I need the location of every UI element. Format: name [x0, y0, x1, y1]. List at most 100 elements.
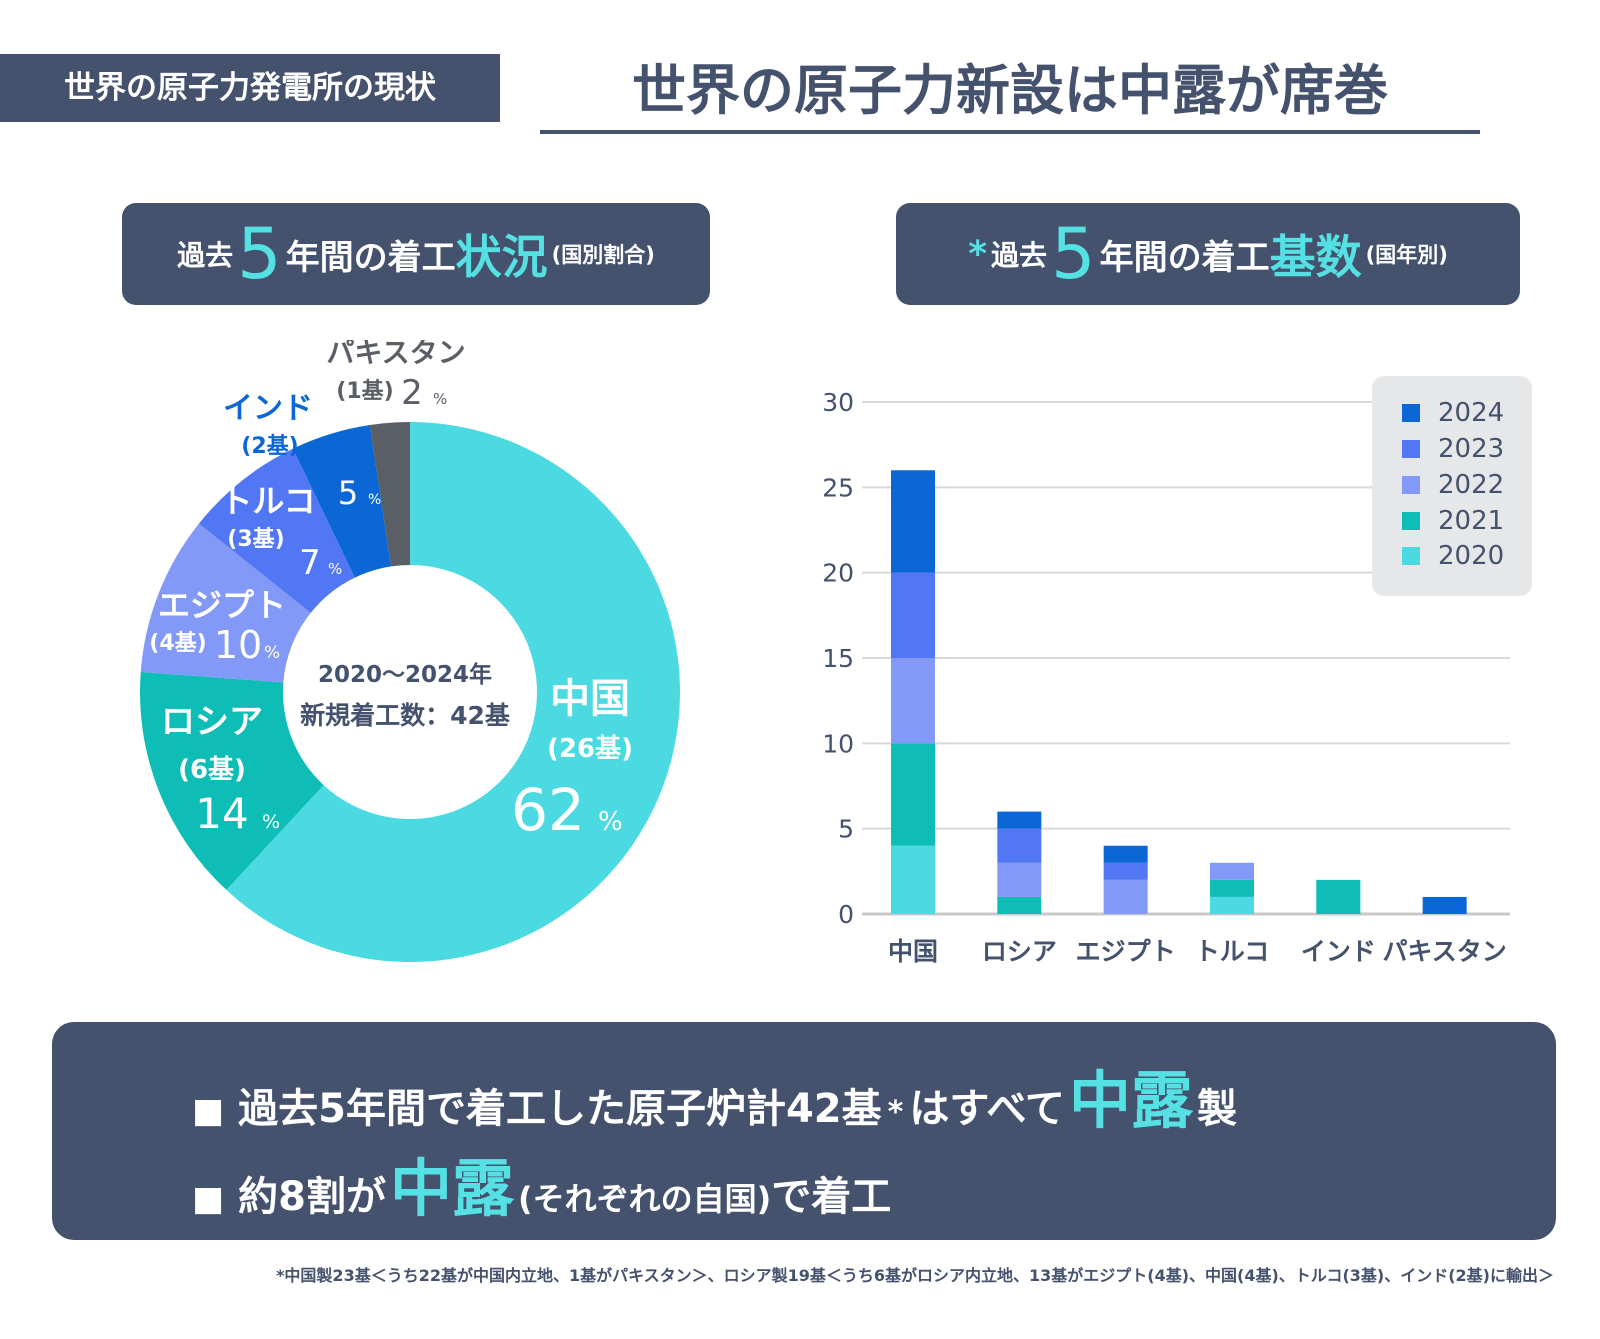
slice-count-label: (3基) [227, 527, 284, 552]
slice-percent-label: 5 [338, 474, 358, 512]
summary1-star: * [887, 1095, 904, 1130]
x-tick-label: エジプト [1076, 937, 1176, 966]
x-tick-label: トルコ [1195, 937, 1270, 966]
x-tick-label: インド [1301, 937, 1376, 966]
pie-title-num: 5 [237, 213, 282, 295]
legend-item-2022: 2022 [1402, 470, 1504, 500]
legend-item-2024: 2024 [1402, 398, 1504, 428]
donut-slice [140, 523, 311, 683]
y-tick-label: 0 [838, 900, 854, 929]
bullet: ■ [192, 1091, 225, 1131]
slice-percent-label: 62 [511, 776, 585, 844]
bar-segment [1103, 879, 1148, 914]
summary-line-1: ■ 過去5年間で着工した原子炉計42基 * はすべて 中露 製 [192, 1050, 1237, 1140]
legend-label: 2020 [1438, 541, 1505, 571]
legend-label: 2021 [1438, 506, 1505, 536]
slice-count-label: (6基) [178, 755, 246, 785]
slice-percent-unit: % [328, 560, 342, 578]
bar-segment [891, 743, 935, 846]
header-tag: 世界の原子力発電所の現状 [0, 54, 500, 122]
slice-count-label: (4基) [149, 631, 206, 656]
legend-label: 2022 [1438, 470, 1505, 500]
slice-percent-label: 2 [401, 373, 423, 413]
donut-center-line2: 新規着工数：42基 [300, 701, 510, 730]
bar-segment [1422, 896, 1467, 914]
bar-segment [997, 862, 1042, 897]
bar-segment [891, 470, 935, 573]
slice-percent-label: 14 [195, 789, 248, 838]
bar-legend: 2024 2023 2022 2021 2020 [1372, 376, 1532, 596]
legend-swatch [1402, 440, 1420, 458]
slice-percent-label: 7 [299, 543, 321, 583]
y-tick-label: 10 [822, 729, 854, 758]
pie-title-sub: (国別割合) [551, 243, 655, 267]
bar-segment [891, 572, 935, 658]
legend-swatch [1402, 476, 1420, 494]
legend-label: 2023 [1438, 434, 1505, 464]
legend-item-2023: 2023 [1402, 434, 1504, 464]
slice-name-label: ロシア [161, 702, 263, 742]
slice-name-label: トルコ [220, 482, 315, 520]
bar-segment [997, 896, 1042, 914]
summary-box: ■ 過去5年間で着工した原子炉計42基 * はすべて 中露 製 ■ 約8割が 中… [52, 1022, 1556, 1240]
donut-slice [226, 422, 680, 963]
slice-percent-unit: % [598, 807, 623, 837]
donut-slice [369, 422, 410, 567]
legend-item-2020: 2020 [1402, 541, 1504, 571]
bar-panel-title: * 過去 5 年間の着工 基数 (国年別) [896, 203, 1520, 305]
slice-count-label: (26基) [547, 734, 633, 764]
bar-segment [891, 845, 935, 914]
headline: 世界の原子力新設は中露が席巻 [540, 52, 1480, 134]
summary1-text-a: 過去5年間で着工した原子炉計42基 [238, 1086, 882, 1132]
bar-title-star: * [968, 233, 988, 275]
bar-title-num: 5 [1051, 213, 1096, 295]
slice-count-label: (2基) [241, 434, 298, 459]
legend-swatch [1402, 547, 1420, 565]
slice-percent-unit: % [264, 643, 280, 663]
donut-slice [292, 425, 392, 578]
y-tick-label: 25 [822, 473, 854, 502]
bullet: ■ [192, 1179, 225, 1219]
legend-swatch [1402, 404, 1420, 422]
summary2-text-b: で着工 [771, 1174, 892, 1220]
bar-segment [1316, 879, 1361, 914]
slice-percent-label: 10 [214, 623, 262, 667]
stacked-bar-chart: 0 5 10 15 20 25 30 中国 ロシア エジプト トルコ インド パキスタン [822, 388, 1510, 966]
slice-count-label: (1基) [336, 379, 393, 404]
pie-title-mid: 年間の着工 [285, 237, 456, 278]
summary2-paren: (それぞれの自国) [517, 1180, 772, 1218]
legend-item-2021: 2021 [1402, 506, 1504, 536]
bar-segment [1210, 896, 1254, 914]
bar-segment [1210, 879, 1254, 897]
y-tick-label: 5 [838, 815, 854, 844]
x-tick-label: 中国 [888, 937, 938, 966]
donut-slice [198, 448, 355, 613]
y-tick-label: 20 [822, 559, 854, 588]
slice-percent-unit: % [433, 390, 447, 408]
bar-title-accent: 基数 [1269, 230, 1362, 284]
slice-name-label: インド [223, 391, 313, 426]
y-tick-label: 30 [822, 388, 854, 417]
donut-chart: 中国 (26基) 62 % ロシア (6基) 14 % エジプト (4基) 10 % トルコ (3基) 7%… [140, 340, 680, 963]
x-tick-label: ロシア [982, 937, 1057, 966]
bar-segment [1210, 862, 1254, 880]
slice-name-label: パキスタン [326, 340, 465, 369]
bar-segment [1103, 862, 1148, 880]
pie-title-pre: 過去 [177, 239, 234, 272]
bar-segment [891, 658, 935, 744]
donut-center-line1: 2020～2024年 [318, 661, 492, 688]
pie-panel-title: 過去 5 年間の着工 状況 (国別割合) [122, 203, 710, 305]
bar-segment [997, 828, 1042, 863]
legend-label: 2024 [1438, 398, 1505, 428]
footnote: *中国製23基＜うち22基が中国内立地、1基がパキスタン＞、ロシア製19基＜うち… [276, 1266, 1554, 1285]
slice-percent-unit: % [368, 492, 381, 508]
y-tick-label: 15 [822, 644, 854, 673]
x-tick-label: パキスタン [1383, 937, 1507, 966]
donut-slice [140, 671, 324, 890]
summary1-text-b: はすべて [909, 1086, 1065, 1132]
slice-name-label: エジプト [158, 586, 286, 624]
slice-percent-unit: % [262, 811, 280, 833]
slice-name-label: 中国 [550, 676, 630, 722]
bar-title-sub: (国年別) [1365, 243, 1448, 267]
summary-line-2: ■ 約8割が 中露 (それぞれの自国) で着工 [192, 1138, 891, 1228]
